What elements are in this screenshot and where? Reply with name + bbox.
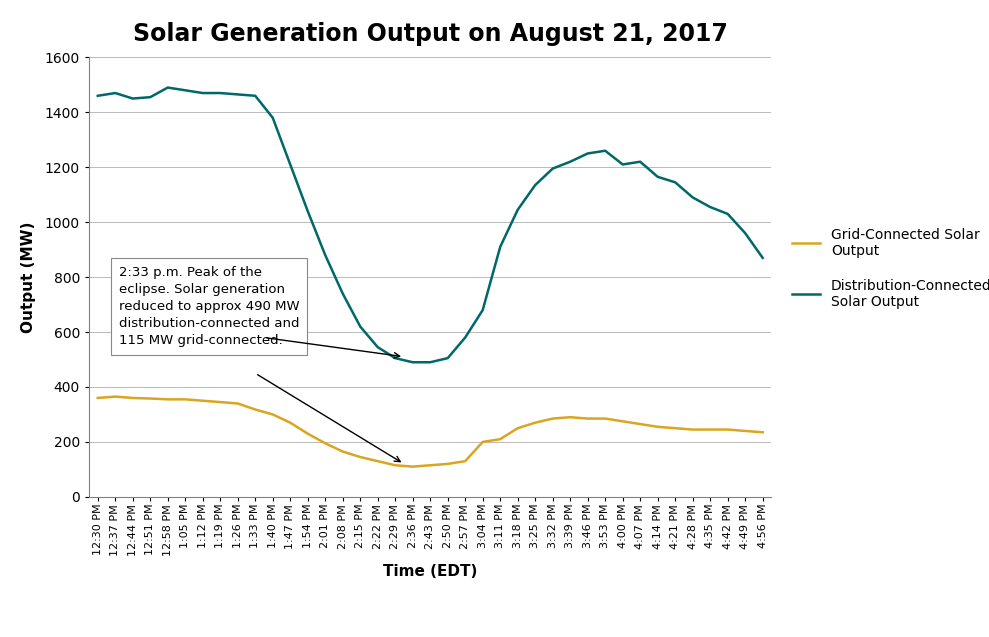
- Distribution-Connected
Solar Output: [144, 94, 156, 101]
- Title: Solar Generation Output on August 21, 2017: Solar Generation Output on August 21, 20…: [133, 22, 728, 46]
- Grid-Connected Solar
Output: [582, 415, 593, 422]
- Distribution-Connected
Solar Output: [599, 147, 611, 155]
- Line: Grid-Connected Solar
Output: Grid-Connected Solar Output: [98, 397, 763, 467]
- Grid-Connected Solar
Output: [406, 463, 418, 471]
- Grid-Connected Solar
Output: [511, 424, 523, 432]
- Distribution-Connected
Solar Output: [231, 90, 243, 98]
- Distribution-Connected
Solar Output: [267, 114, 279, 122]
- Grid-Connected Solar
Output: [110, 393, 122, 401]
- Distribution-Connected
Solar Output: [215, 89, 226, 97]
- Grid-Connected Solar
Output: [757, 429, 768, 436]
- Grid-Connected Solar
Output: [652, 423, 664, 431]
- Distribution-Connected
Solar Output: [319, 251, 331, 259]
- Grid-Connected Solar
Output: [477, 438, 489, 446]
- Grid-Connected Solar
Output: [337, 448, 349, 455]
- Distribution-Connected
Solar Output: [390, 354, 402, 362]
- Distribution-Connected
Solar Output: [284, 161, 296, 168]
- Distribution-Connected
Solar Output: [127, 95, 138, 103]
- Distribution-Connected
Solar Output: [757, 254, 768, 262]
- Distribution-Connected
Solar Output: [424, 359, 436, 366]
- Grid-Connected Solar
Output: [127, 394, 138, 402]
- Distribution-Connected
Solar Output: [704, 203, 716, 211]
- Grid-Connected Solar
Output: [215, 398, 226, 406]
- Grid-Connected Solar
Output: [354, 453, 366, 461]
- Distribution-Connected
Solar Output: [442, 354, 454, 362]
- Distribution-Connected
Solar Output: [565, 158, 577, 166]
- Distribution-Connected
Solar Output: [354, 323, 366, 331]
- Distribution-Connected
Solar Output: [302, 207, 314, 215]
- Grid-Connected Solar
Output: [424, 461, 436, 469]
- Distribution-Connected
Solar Output: [477, 306, 489, 314]
- Distribution-Connected
Solar Output: [722, 210, 734, 218]
- Grid-Connected Solar
Output: [704, 426, 716, 433]
- Text: 2:33 p.m. Peak of the
eclipse. Solar generation
reduced to approx 490 MW
distrib: 2:33 p.m. Peak of the eclipse. Solar gen…: [119, 266, 300, 347]
- Grid-Connected Solar
Output: [459, 457, 471, 465]
- Distribution-Connected
Solar Output: [110, 89, 122, 97]
- Distribution-Connected
Solar Output: [337, 290, 349, 297]
- X-axis label: Time (EDT): Time (EDT): [383, 564, 478, 579]
- Distribution-Connected
Solar Output: [372, 343, 384, 351]
- Distribution-Connected
Solar Output: [686, 194, 698, 201]
- Grid-Connected Solar
Output: [372, 457, 384, 465]
- Distribution-Connected
Solar Output: [652, 173, 664, 181]
- Grid-Connected Solar
Output: [319, 440, 331, 447]
- Distribution-Connected
Solar Output: [249, 92, 261, 99]
- Distribution-Connected
Solar Output: [739, 229, 751, 237]
- Grid-Connected Solar
Output: [249, 406, 261, 413]
- Grid-Connected Solar
Output: [284, 419, 296, 427]
- Distribution-Connected
Solar Output: [197, 89, 209, 97]
- Grid-Connected Solar
Output: [634, 420, 646, 428]
- Grid-Connected Solar
Output: [267, 411, 279, 419]
- Grid-Connected Solar
Output: [92, 394, 104, 402]
- Distribution-Connected
Solar Output: [179, 87, 191, 94]
- Distribution-Connected
Solar Output: [547, 165, 559, 173]
- Grid-Connected Solar
Output: [442, 460, 454, 468]
- Grid-Connected Solar
Output: [670, 424, 681, 432]
- Grid-Connected Solar
Output: [617, 417, 629, 425]
- Grid-Connected Solar
Output: [179, 396, 191, 403]
- Grid-Connected Solar
Output: [722, 426, 734, 433]
- Grid-Connected Solar
Output: [547, 415, 559, 422]
- Distribution-Connected
Solar Output: [162, 83, 174, 91]
- Grid-Connected Solar
Output: [197, 397, 209, 404]
- Distribution-Connected
Solar Output: [670, 178, 681, 186]
- Distribution-Connected
Solar Output: [459, 334, 471, 341]
- Grid-Connected Solar
Output: [739, 427, 751, 434]
- Grid-Connected Solar
Output: [565, 413, 577, 421]
- Distribution-Connected
Solar Output: [617, 161, 629, 168]
- Grid-Connected Solar
Output: [144, 395, 156, 403]
- Grid-Connected Solar
Output: [302, 430, 314, 438]
- Grid-Connected Solar
Output: [390, 461, 402, 469]
- Grid-Connected Solar
Output: [231, 399, 243, 407]
- Line: Distribution-Connected
Solar Output: Distribution-Connected Solar Output: [98, 87, 763, 362]
- Grid-Connected Solar
Output: [686, 426, 698, 433]
- Distribution-Connected
Solar Output: [634, 158, 646, 166]
- Grid-Connected Solar
Output: [162, 396, 174, 403]
- Grid-Connected Solar
Output: [494, 435, 506, 443]
- Distribution-Connected
Solar Output: [406, 359, 418, 366]
- Grid-Connected Solar
Output: [529, 419, 541, 427]
- Distribution-Connected
Solar Output: [92, 92, 104, 99]
- Legend: Grid-Connected Solar
Output, Distribution-Connected
Solar Output: Grid-Connected Solar Output, Distributio…: [792, 227, 989, 309]
- Distribution-Connected
Solar Output: [582, 150, 593, 157]
- Distribution-Connected
Solar Output: [529, 182, 541, 189]
- Distribution-Connected
Solar Output: [511, 206, 523, 213]
- Grid-Connected Solar
Output: [599, 415, 611, 422]
- Y-axis label: Output (MW): Output (MW): [22, 222, 37, 333]
- Distribution-Connected
Solar Output: [494, 243, 506, 251]
